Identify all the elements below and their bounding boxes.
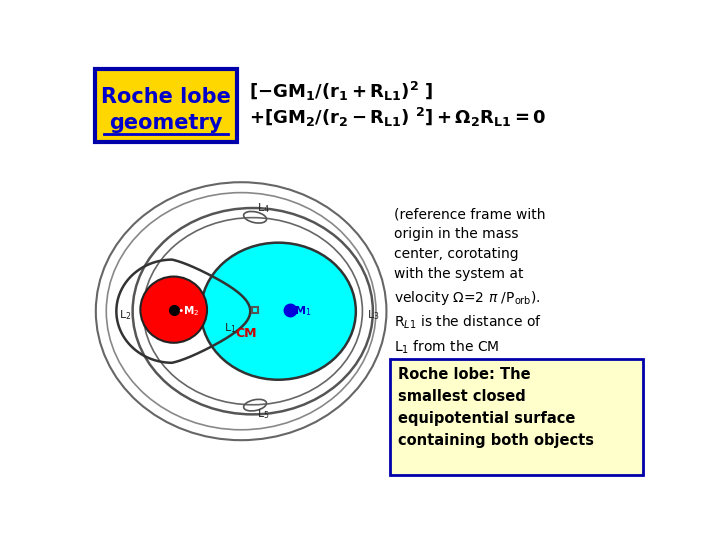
- Text: L$_1$: L$_1$: [224, 321, 237, 335]
- Text: CM: CM: [235, 327, 256, 340]
- Text: $\mathbf{[-GM_1/(r_1+R_{L1})^2\ ]}$: $\mathbf{[-GM_1/(r_1+R_{L1})^2\ ]}$: [249, 80, 433, 103]
- Text: L$_3$: L$_3$: [366, 308, 379, 322]
- FancyBboxPatch shape: [390, 359, 642, 475]
- Text: Roche lobe: Roche lobe: [101, 87, 231, 107]
- Text: (reference frame with
origin in the mass
center, corotating
with the system at
v: (reference frame with origin in the mass…: [394, 207, 545, 356]
- Circle shape: [140, 276, 207, 343]
- Text: $\bullet$M$_2$: $\bullet$M$_2$: [177, 305, 199, 318]
- Text: M$_1$: M$_1$: [294, 305, 311, 318]
- Text: L$_5$: L$_5$: [256, 408, 269, 421]
- FancyBboxPatch shape: [94, 70, 238, 142]
- Text: $\mathbf{+[GM_2/(r_2-R_{L1})\ ^2]+\Omega_2 R_{L1}=0}$: $\mathbf{+[GM_2/(r_2-R_{L1})\ ^2]+\Omega…: [249, 106, 546, 129]
- Ellipse shape: [201, 242, 356, 380]
- Text: L$_4$: L$_4$: [256, 201, 269, 215]
- Text: geometry: geometry: [109, 112, 222, 132]
- Text: Roche lobe: The
smallest closed
equipotential surface
containing both objects: Roche lobe: The smallest closed equipote…: [398, 367, 595, 448]
- Text: L$_2$: L$_2$: [119, 308, 131, 322]
